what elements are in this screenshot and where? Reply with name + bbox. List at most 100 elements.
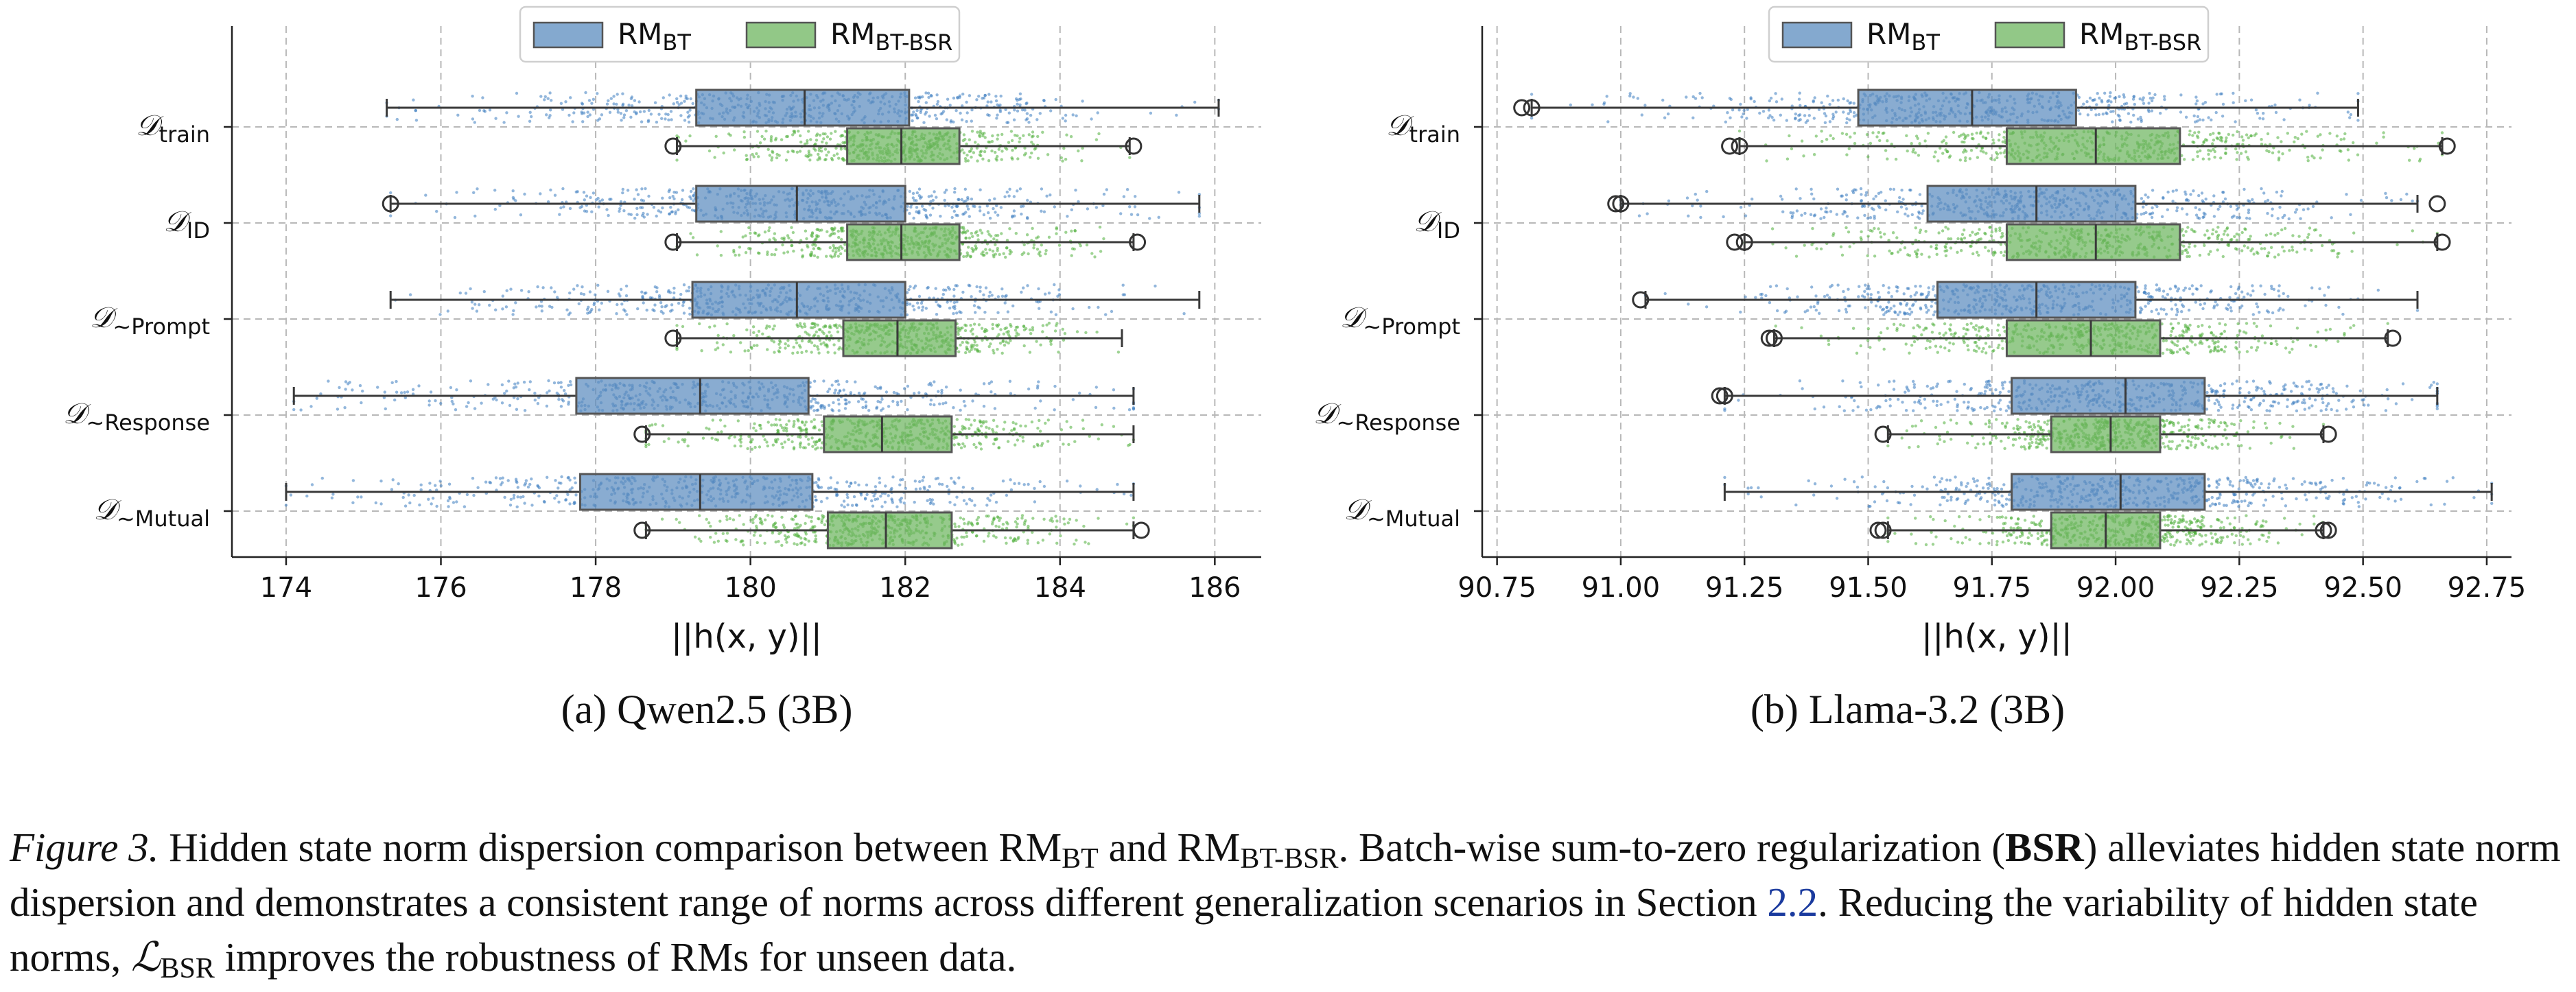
data-point xyxy=(957,350,961,353)
data-point xyxy=(555,494,559,497)
data-point xyxy=(744,234,747,237)
data-point xyxy=(895,392,899,395)
data-point xyxy=(974,311,977,314)
data-point xyxy=(1030,151,1033,155)
data-point xyxy=(447,505,450,508)
data-point xyxy=(990,380,994,383)
data-point xyxy=(974,244,977,248)
data-point xyxy=(836,229,841,233)
data-point xyxy=(771,327,775,331)
data-point xyxy=(452,402,455,405)
data-point xyxy=(686,110,690,114)
data-point xyxy=(476,486,480,489)
data-point xyxy=(1053,408,1056,412)
data-point xyxy=(752,344,756,347)
data-point xyxy=(557,486,560,490)
data-point xyxy=(1066,215,1069,218)
data-point xyxy=(739,445,742,448)
data-point xyxy=(829,326,833,329)
data-point xyxy=(948,104,952,107)
data-point xyxy=(991,322,994,327)
data-point xyxy=(977,429,981,432)
data-point xyxy=(439,401,443,405)
data-point xyxy=(875,405,879,409)
data-point xyxy=(826,497,829,500)
data-point xyxy=(403,504,408,508)
data-point xyxy=(1086,207,1090,211)
data-point xyxy=(1040,444,1044,447)
data-point xyxy=(528,482,532,486)
data-point xyxy=(747,226,751,230)
data-point xyxy=(843,147,847,150)
data-point xyxy=(962,212,966,215)
data-point xyxy=(646,119,651,122)
data-point xyxy=(940,482,944,486)
data-point xyxy=(1016,438,1020,442)
data-point xyxy=(605,208,609,211)
data-point xyxy=(895,401,900,404)
data-point xyxy=(1021,439,1025,443)
data-point xyxy=(376,386,379,389)
data-point xyxy=(549,108,552,112)
data-point xyxy=(1099,250,1103,253)
data-point xyxy=(906,384,910,388)
data-point xyxy=(816,255,819,259)
data-point xyxy=(1014,325,1018,329)
data-point xyxy=(571,120,574,123)
data-point xyxy=(987,532,991,535)
data-point xyxy=(351,501,355,504)
data-point xyxy=(1116,482,1119,486)
data-point xyxy=(1026,541,1029,545)
data-point xyxy=(590,210,594,213)
data-point xyxy=(803,423,807,427)
data-point xyxy=(470,300,474,304)
data-point xyxy=(1014,334,1018,338)
data-point xyxy=(627,104,631,107)
data-point xyxy=(505,289,508,292)
data-point xyxy=(600,301,603,305)
data-point xyxy=(1053,283,1056,287)
data-point xyxy=(580,204,584,209)
data-point xyxy=(659,309,663,314)
data-point xyxy=(902,501,906,505)
data-point xyxy=(637,100,641,104)
data-point xyxy=(933,380,936,383)
data-point xyxy=(799,436,802,439)
data-point xyxy=(982,539,986,543)
data-point xyxy=(379,480,383,483)
data-point xyxy=(1025,233,1029,237)
data-point xyxy=(797,426,801,429)
data-point xyxy=(960,535,963,539)
data-point xyxy=(1018,92,1022,95)
data-point xyxy=(607,99,610,102)
data-point xyxy=(618,207,622,211)
data-point xyxy=(414,108,417,113)
data-point xyxy=(338,386,341,390)
data-point xyxy=(827,486,830,490)
data-point xyxy=(753,445,757,449)
data-point xyxy=(351,479,355,482)
data-point xyxy=(965,111,969,115)
data-point xyxy=(539,192,542,196)
data-point xyxy=(1024,424,1027,428)
data-point xyxy=(542,499,546,504)
data-point xyxy=(533,399,537,402)
data-point xyxy=(1039,399,1042,403)
data-point xyxy=(1002,252,1005,255)
data-point xyxy=(701,436,705,440)
data-point xyxy=(817,235,820,238)
data-point xyxy=(878,481,882,484)
data-point xyxy=(983,93,987,97)
data-point xyxy=(782,429,786,432)
data-point xyxy=(1128,205,1132,209)
data-point xyxy=(941,402,945,405)
data-point xyxy=(945,118,949,121)
data-point xyxy=(959,408,962,412)
data-point xyxy=(996,311,1000,314)
data-point xyxy=(500,383,504,387)
data-point xyxy=(582,191,586,194)
data-point xyxy=(438,480,442,483)
data-point xyxy=(937,482,941,486)
data-point xyxy=(981,132,985,136)
data-point xyxy=(953,187,957,191)
